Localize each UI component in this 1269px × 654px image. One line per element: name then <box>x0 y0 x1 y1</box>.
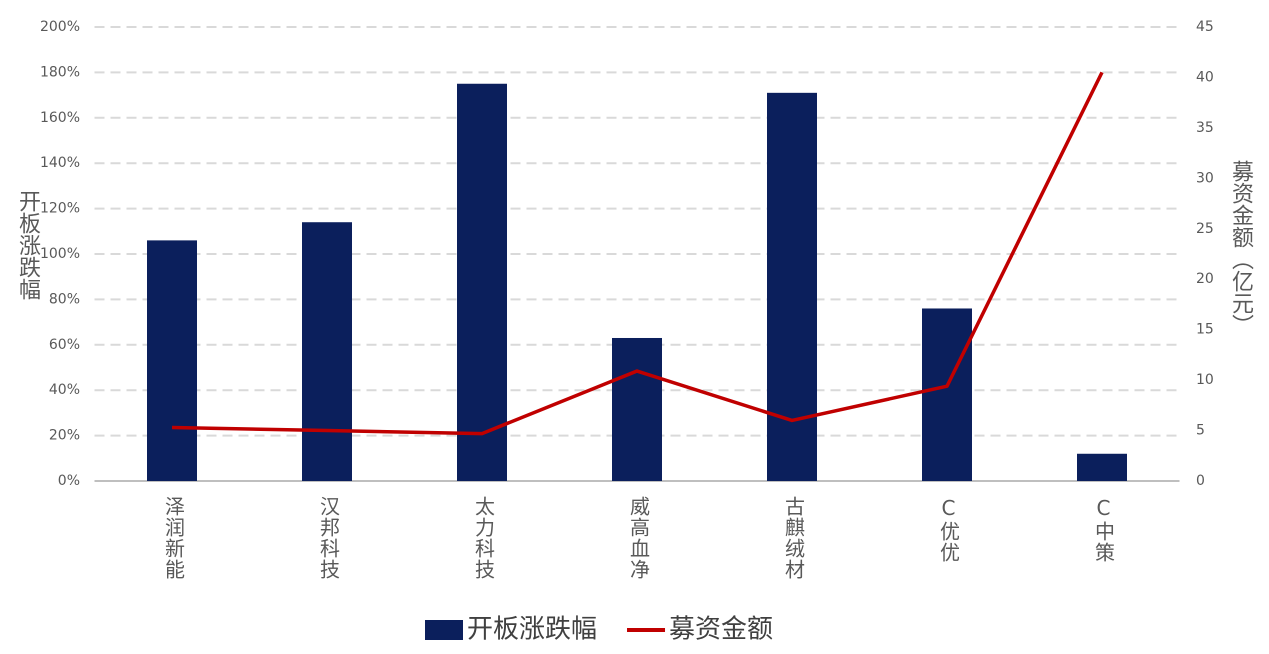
y2-tick-label: 45 <box>1196 19 1214 35</box>
y-tick-label: 0% <box>58 473 80 489</box>
x-tick-label: 汉邦科技 <box>317 496 341 580</box>
x-tick-label: 威高血净 <box>627 496 651 580</box>
bar <box>302 222 352 481</box>
y2-tick-label: 30 <box>1196 170 1214 186</box>
bar <box>457 83 507 481</box>
y2-tick-label: 25 <box>1196 221 1214 237</box>
y-tick-label: 40% <box>49 382 80 398</box>
legend-label: 募资金额 <box>669 615 773 645</box>
y-tick-label: 80% <box>49 291 80 307</box>
y2-tick-label: 35 <box>1196 120 1214 136</box>
y-tick-label: 60% <box>49 337 80 353</box>
x-tick-label: C中策 <box>1092 496 1116 563</box>
y-tick-label: 100% <box>40 246 80 262</box>
bar <box>1077 453 1127 481</box>
legend-swatch <box>425 620 463 640</box>
bar <box>922 308 972 481</box>
y-tick-label: 180% <box>40 64 80 80</box>
y2-tick-label: 5 <box>1196 423 1205 439</box>
x-tick-label: 古麒绒材 <box>782 496 806 580</box>
x-tick-label: C优优 <box>937 496 961 563</box>
y-tick-label: 200% <box>40 19 80 35</box>
y2-tick-label: 15 <box>1196 322 1214 338</box>
y-tick-label: 120% <box>40 201 80 217</box>
y-tick-label: 20% <box>49 428 80 444</box>
legend-label: 开板涨跌幅 <box>467 615 597 645</box>
y2-tick-label: 10 <box>1196 372 1214 388</box>
y2-tick-label: 40 <box>1196 69 1214 85</box>
y-tick-label: 160% <box>40 110 80 126</box>
y2-tick-label: 0 <box>1196 473 1205 489</box>
x-tick-label: 太力科技 <box>472 496 496 580</box>
y2-axis-title: 募资金额（亿元） <box>1228 160 1254 336</box>
x-tick-label: 泽润新能 <box>162 496 186 580</box>
y-tick-label: 140% <box>40 155 80 171</box>
y-axis-title: 开板涨跌幅 <box>15 190 41 300</box>
bar <box>147 240 197 481</box>
bar <box>767 92 817 481</box>
bar <box>612 337 662 481</box>
line <box>171 71 1104 436</box>
y2-tick-label: 20 <box>1196 271 1214 287</box>
